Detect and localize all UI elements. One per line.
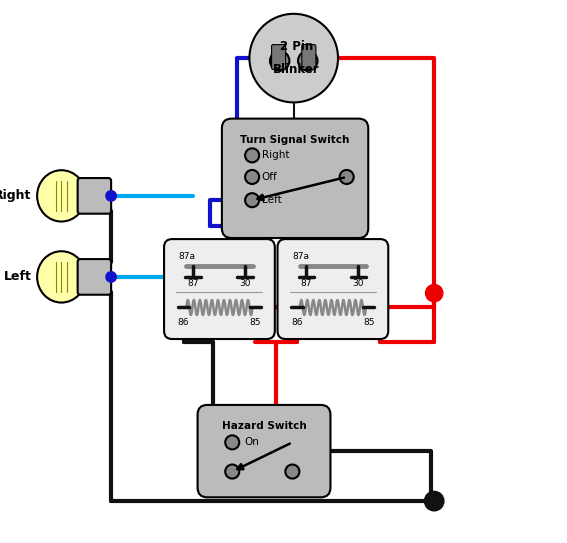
Circle shape [249, 14, 338, 103]
Ellipse shape [37, 251, 86, 302]
Text: On: On [244, 437, 259, 447]
FancyBboxPatch shape [164, 239, 275, 339]
FancyBboxPatch shape [272, 45, 286, 70]
Circle shape [245, 148, 259, 162]
Text: 2 Pin: 2 Pin [280, 40, 313, 53]
Text: 87a: 87a [179, 251, 196, 261]
Text: Right: Right [262, 150, 289, 160]
Text: Off: Off [262, 172, 278, 182]
Text: 87: 87 [301, 280, 312, 288]
Text: 87: 87 [187, 280, 198, 288]
Circle shape [225, 464, 239, 478]
Circle shape [245, 170, 259, 184]
Text: Right: Right [0, 190, 32, 203]
Text: Left: Left [262, 195, 282, 205]
Circle shape [270, 51, 289, 71]
Circle shape [298, 51, 318, 71]
Text: Turn Signal Switch: Turn Signal Switch [240, 135, 350, 146]
FancyBboxPatch shape [78, 259, 111, 295]
Circle shape [425, 491, 444, 511]
FancyBboxPatch shape [78, 178, 111, 214]
Text: Left: Left [4, 270, 32, 283]
Text: 85: 85 [363, 318, 375, 326]
FancyBboxPatch shape [197, 405, 331, 497]
Circle shape [106, 272, 116, 282]
Circle shape [340, 170, 354, 184]
Circle shape [225, 435, 239, 450]
FancyBboxPatch shape [222, 118, 369, 238]
FancyBboxPatch shape [302, 45, 316, 70]
Ellipse shape [37, 170, 86, 222]
FancyBboxPatch shape [277, 239, 388, 339]
Circle shape [426, 285, 443, 302]
Circle shape [245, 193, 259, 207]
Text: Blinker: Blinker [273, 64, 320, 77]
Text: 30: 30 [239, 280, 251, 288]
Text: 86: 86 [291, 318, 303, 326]
Text: 30: 30 [353, 280, 364, 288]
Text: 87a: 87a [292, 251, 309, 261]
Circle shape [106, 191, 116, 201]
Text: 85: 85 [249, 318, 261, 326]
Text: Hazard Switch: Hazard Switch [222, 421, 306, 431]
Text: 86: 86 [178, 318, 189, 326]
Circle shape [285, 464, 299, 478]
